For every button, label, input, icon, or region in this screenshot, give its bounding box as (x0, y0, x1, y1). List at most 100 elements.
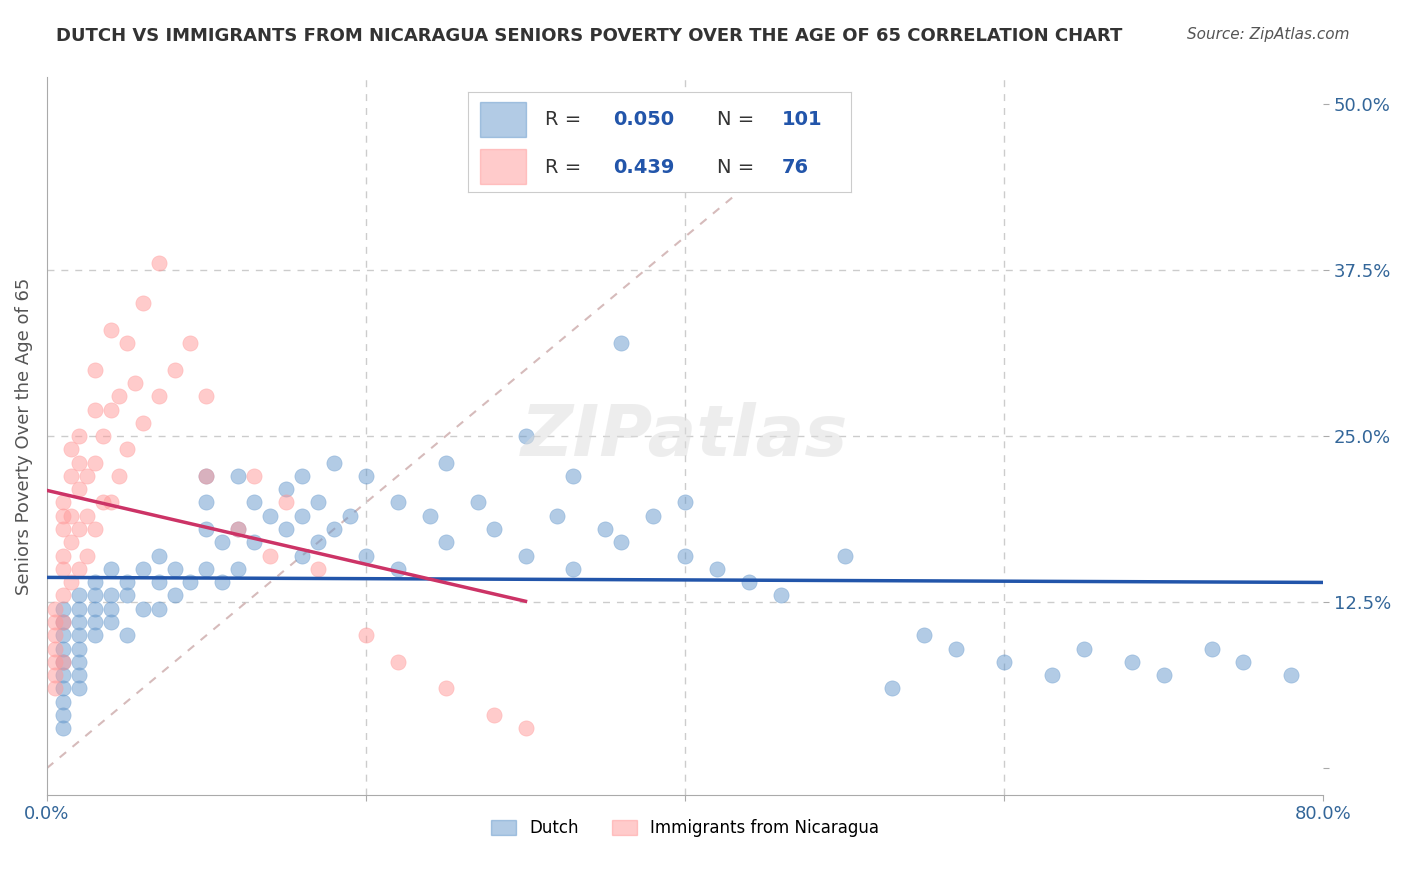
Point (323, 522, 346, 536)
Point (107, 389, 129, 403)
Point (1153, 668, 1175, 682)
Point (291, 508, 314, 523)
Point (115, 336, 138, 351)
Point (148, 601, 170, 615)
Point (83, 601, 105, 615)
Point (83, 575, 105, 590)
Point (259, 508, 281, 523)
Point (276, 522, 298, 536)
Point (706, 562, 728, 576)
Point (243, 535, 266, 549)
Point (610, 535, 633, 549)
Text: ZIPatlas: ZIPatlas (522, 401, 849, 471)
Point (124, 376, 146, 390)
Point (179, 575, 201, 590)
Point (100, 323, 122, 337)
Point (67, 601, 90, 615)
Point (515, 549, 537, 563)
Point (91, 495, 114, 509)
Point (211, 535, 233, 549)
Point (148, 549, 170, 563)
Point (52, 562, 75, 576)
Point (67, 655, 90, 669)
Point (59, 442, 82, 457)
Point (354, 628, 377, 642)
Point (131, 296, 153, 310)
Point (115, 589, 138, 603)
Point (67, 562, 90, 576)
Point (52, 601, 75, 615)
Point (354, 469, 377, 483)
Point (52, 668, 75, 682)
Point (67, 482, 90, 496)
Point (67, 429, 90, 443)
Point (52, 589, 75, 603)
Point (100, 601, 122, 615)
Point (179, 336, 201, 351)
Point (52, 615, 75, 629)
Point (52, 628, 75, 642)
Point (276, 482, 298, 496)
Point (434, 681, 457, 696)
Point (769, 589, 792, 603)
Point (546, 508, 568, 523)
Point (67, 668, 90, 682)
Point (434, 456, 457, 470)
Point (195, 469, 218, 483)
Point (52, 508, 75, 523)
Point (148, 256, 170, 270)
Point (131, 601, 153, 615)
Point (1279, 668, 1302, 682)
Point (882, 681, 904, 696)
Point (59, 535, 82, 549)
Point (76, 508, 98, 523)
Point (1201, 641, 1223, 656)
Point (211, 575, 233, 590)
Point (67, 615, 90, 629)
Point (673, 549, 696, 563)
Point (387, 655, 409, 669)
Point (945, 641, 967, 656)
Point (148, 575, 170, 590)
Point (291, 549, 314, 563)
Point (307, 535, 329, 549)
Point (228, 469, 250, 483)
Point (482, 522, 505, 536)
Point (83, 402, 105, 417)
Point (83, 589, 105, 603)
Point (59, 508, 82, 523)
Point (107, 469, 129, 483)
Point (44, 615, 66, 629)
Point (44, 628, 66, 642)
Point (195, 522, 218, 536)
Point (83, 522, 105, 536)
Point (387, 495, 409, 509)
Point (52, 549, 75, 563)
Point (52, 708, 75, 723)
Point (562, 562, 585, 576)
Point (83, 362, 105, 376)
Point (243, 495, 266, 509)
Point (52, 721, 75, 735)
Point (67, 522, 90, 536)
Point (195, 469, 218, 483)
Point (52, 681, 75, 696)
Point (307, 495, 329, 509)
Point (195, 562, 218, 576)
Point (276, 495, 298, 509)
Point (195, 495, 218, 509)
Point (228, 522, 250, 536)
Point (434, 535, 457, 549)
Point (610, 336, 633, 351)
Point (339, 508, 361, 523)
Point (44, 668, 66, 682)
Point (44, 681, 66, 696)
Point (673, 495, 696, 509)
Legend: Dutch, Immigrants from Nicaragua: Dutch, Immigrants from Nicaragua (484, 813, 886, 844)
Point (52, 695, 75, 709)
Point (131, 416, 153, 430)
Point (1040, 668, 1063, 682)
Point (163, 362, 186, 376)
Point (515, 429, 537, 443)
Point (163, 589, 186, 603)
